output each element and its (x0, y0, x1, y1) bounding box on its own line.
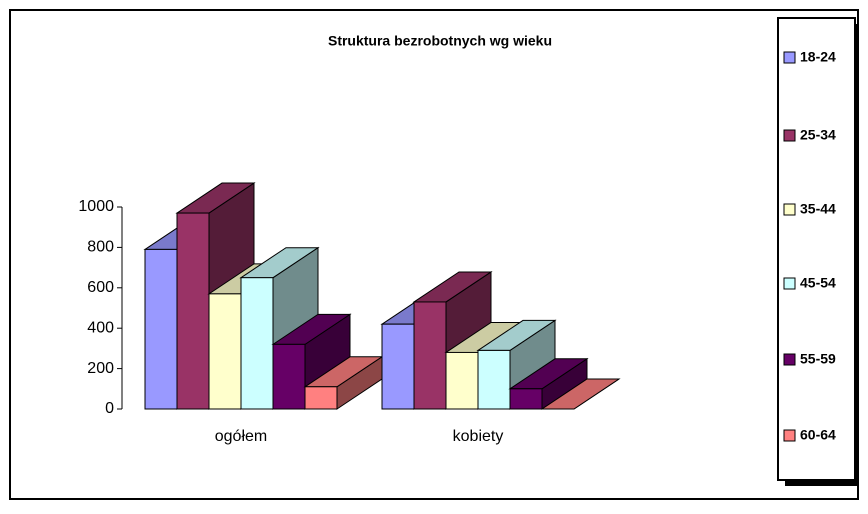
legend-label: 35-44 (800, 201, 836, 217)
chart-title: Struktura bezrobotnych wg wieku (328, 33, 552, 49)
legend-swatch (783, 203, 796, 216)
y-tick-label: 400 (87, 319, 114, 336)
chart-border (9, 9, 859, 500)
bar (304, 386, 338, 410)
legend-label: 45-54 (800, 275, 836, 291)
bar (413, 301, 447, 410)
bar (445, 351, 479, 410)
y-tick-label: 0 (105, 400, 114, 417)
legend-swatch (783, 429, 796, 442)
x-tick-label: kobiety (453, 428, 504, 445)
y-tick-label: 600 (87, 279, 114, 296)
legend-swatch (783, 129, 796, 142)
bar (381, 323, 415, 410)
legend-label: 18-24 (800, 49, 836, 65)
bar (176, 212, 210, 410)
bar (240, 277, 274, 410)
bar (477, 349, 511, 410)
legend-label: 55-59 (800, 351, 836, 367)
legend-swatch (783, 51, 796, 64)
legend-swatch (783, 353, 796, 366)
bar (144, 248, 178, 410)
bar-top (540, 378, 621, 410)
legend-label: 60-64 (800, 427, 836, 443)
y-tick-label: 800 (87, 239, 114, 256)
x-tick-label: ogółem (215, 428, 267, 445)
bar (208, 293, 242, 410)
y-tick-label: 200 (87, 360, 114, 377)
y-tick-label: 1000 (78, 198, 114, 215)
bar (272, 343, 306, 410)
legend-box (777, 17, 856, 481)
legend-swatch (783, 277, 796, 290)
bar (509, 388, 543, 410)
legend-label: 25-34 (800, 127, 836, 143)
